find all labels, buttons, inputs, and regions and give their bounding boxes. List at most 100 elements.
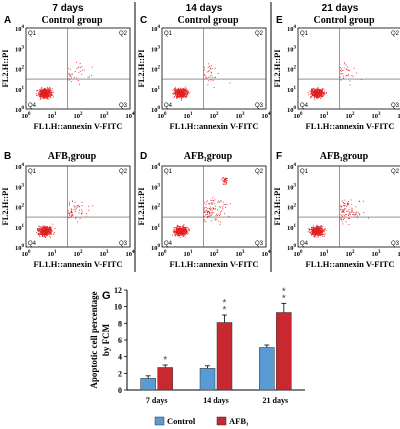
svg-text:by FCM: by FCM bbox=[101, 323, 111, 356]
x-tick-label: 104 bbox=[126, 250, 136, 258]
y-axis-label: FL2.H::PI bbox=[272, 49, 282, 88]
y-tick-label: 102 bbox=[151, 66, 161, 74]
x-tick-label: 102 bbox=[210, 250, 220, 258]
x-tick-label: 103 bbox=[372, 112, 382, 120]
y-tick-label: 103 bbox=[151, 45, 161, 53]
x-tick-label: 7 days bbox=[146, 396, 168, 405]
y-tick-label: 101 bbox=[15, 224, 25, 232]
y-axis-label: FL2.H::PI bbox=[272, 187, 282, 226]
quadrant-label: Q1 bbox=[28, 31, 37, 37]
column-header: 7 days bbox=[52, 3, 84, 14]
y-axis-label: Apoptotic cell percentage by FCM bbox=[89, 291, 111, 388]
y-axis-label: FL2.H::PI bbox=[136, 187, 146, 226]
x-tick-label: 104 bbox=[398, 250, 400, 258]
bar-control-1 bbox=[199, 368, 216, 391]
quadrant-label: Q3 bbox=[391, 103, 400, 109]
y-tick-label: 104 bbox=[287, 163, 297, 171]
panel-title: Control group bbox=[41, 15, 102, 26]
panel-title: AFB₁group bbox=[48, 151, 97, 162]
event-dots bbox=[35, 200, 94, 238]
x-axis-label: FL1.H::annexin V-FITC bbox=[34, 121, 123, 131]
x-tick-label: 103 bbox=[100, 250, 110, 258]
event-dots bbox=[307, 199, 369, 238]
x-tick-label: 102 bbox=[346, 112, 356, 120]
y-tick-label: 100 bbox=[151, 244, 161, 252]
x-tick-label: 101 bbox=[48, 112, 58, 120]
x-tick-label: 103 bbox=[372, 250, 382, 258]
panel-letter: G bbox=[102, 290, 111, 302]
y-tick-label: 103 bbox=[151, 183, 161, 191]
x-tick-label: 102 bbox=[74, 112, 84, 120]
quadrant-label: Q4 bbox=[300, 241, 309, 247]
quadrant-label: Q1 bbox=[300, 31, 309, 37]
column-header: 21 days bbox=[322, 3, 359, 14]
x-tick-label: 104 bbox=[262, 112, 272, 120]
quadrant-label: Q4 bbox=[164, 241, 173, 247]
quadrant-label: Q2 bbox=[391, 31, 400, 37]
x-axis-label: FL1.H::annexin V-FITC bbox=[306, 121, 395, 131]
x-tick-label: 100 bbox=[158, 112, 168, 120]
svg-text:Apoptotic cell percentage: Apoptotic cell percentage bbox=[89, 291, 99, 388]
plot-frame bbox=[297, 27, 400, 110]
panel-letter: F bbox=[276, 151, 282, 162]
quadrant-label: Q3 bbox=[391, 241, 400, 247]
quadrant-label: Q2 bbox=[255, 169, 264, 175]
x-tick-label: 100 bbox=[294, 112, 304, 120]
significance-mark: * bbox=[282, 286, 286, 297]
y-axis-label: FL2.H::PI bbox=[0, 187, 10, 226]
y-tick-label: 100 bbox=[287, 106, 297, 114]
x-tick-label: 104 bbox=[262, 250, 272, 258]
y-tick-label: 2 bbox=[118, 369, 122, 378]
x-axis-label: FL1.H::annexin V-FITC bbox=[170, 121, 259, 131]
quadrant-label: Q3 bbox=[119, 241, 128, 247]
y-tick-label: 4 bbox=[118, 353, 122, 362]
significance-mark: * bbox=[282, 293, 286, 304]
x-tick-label: 103 bbox=[100, 112, 110, 120]
quadrant-label: Q3 bbox=[119, 103, 128, 109]
x-tick-label: 100 bbox=[158, 250, 168, 258]
y-tick-label: 100 bbox=[15, 106, 25, 114]
x-axis-label: FL1.H::annexin V-FITC bbox=[34, 259, 123, 269]
y-axis-label: FL2.H::PI bbox=[136, 49, 146, 88]
y-tick-label: 102 bbox=[15, 66, 25, 74]
y-tick-label: 101 bbox=[15, 86, 25, 94]
x-tick-label: 101 bbox=[184, 250, 194, 258]
y-tick-label: 102 bbox=[287, 204, 297, 212]
panel-title: Control group bbox=[313, 15, 374, 26]
quadrant-label: Q2 bbox=[391, 169, 400, 175]
quadrant-label: Q3 bbox=[255, 241, 264, 247]
legend: Control AFB₁ bbox=[154, 416, 249, 426]
significance-mark: * bbox=[163, 355, 167, 366]
bar-afb-0 bbox=[157, 367, 173, 391]
quadrant-label: Q2 bbox=[119, 31, 128, 37]
bar-control-2 bbox=[259, 347, 275, 391]
y-tick-label: 101 bbox=[151, 224, 161, 232]
y-tick-label: 104 bbox=[151, 25, 161, 33]
event-dots bbox=[172, 63, 231, 101]
x-tick-label: 101 bbox=[184, 112, 194, 120]
y-tick-label: 100 bbox=[151, 106, 161, 114]
y-tick-label: 100 bbox=[287, 244, 297, 252]
plot-frame bbox=[25, 27, 131, 110]
y-tick-label: 10 bbox=[114, 303, 122, 312]
panel-title: AFB₁group bbox=[320, 151, 369, 162]
column-header: 14 days bbox=[186, 3, 223, 14]
y-tick-label: 101 bbox=[287, 224, 297, 232]
y-tick-label: 103 bbox=[287, 45, 297, 53]
quadrant-label: Q3 bbox=[255, 103, 264, 109]
y-tick-label: 102 bbox=[287, 66, 297, 74]
bar-afb-2 bbox=[276, 312, 292, 391]
legend-label: AFB₁ bbox=[229, 416, 249, 426]
legend-swatch bbox=[216, 416, 227, 426]
quadrant-label: Q2 bbox=[119, 169, 128, 175]
x-tick-label: 101 bbox=[320, 250, 330, 258]
x-axis-label: FL1.H::annexin V-FITC bbox=[170, 259, 259, 269]
panel-letter: B bbox=[4, 151, 11, 162]
x-tick-label: 14 days bbox=[203, 396, 229, 405]
y-tick-label: 103 bbox=[15, 183, 25, 191]
